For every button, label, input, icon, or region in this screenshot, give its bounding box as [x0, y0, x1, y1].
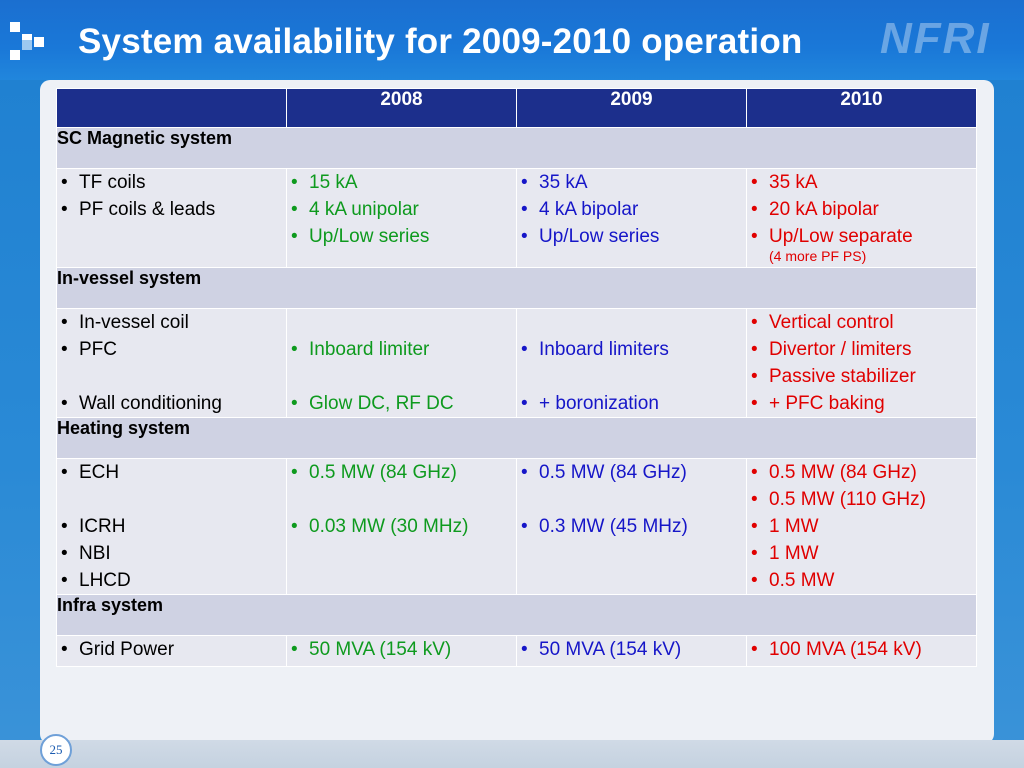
cell-2008: 15 kA 4 kA unipolar Up/Low series	[286, 168, 517, 268]
system-items-cell: In-vessel coil PFC Wall conditioning	[56, 308, 287, 418]
cell-2009: Inboard limiters + boronization	[516, 308, 747, 418]
bottom-decoration	[0, 740, 1024, 768]
list-item: 0.5 MW (84 GHz)	[287, 459, 516, 486]
header-cell-2010: 2010	[746, 88, 977, 128]
list-item: LHCD	[57, 567, 286, 594]
list-item: NBI	[57, 540, 286, 567]
list-item: 35 kA	[747, 169, 976, 196]
list-spacer	[517, 309, 746, 336]
page-title: System availability for 2009-2010 operat…	[78, 22, 803, 61]
list-item: Up/Low series	[287, 223, 516, 250]
list-item: 35 kA	[517, 169, 746, 196]
cell-2008: Inboard limiter Glow DC, RF DC	[286, 308, 517, 418]
list-item: 0.5 MW	[747, 567, 976, 594]
table-row: ECH ICRH NBI LHCD 0.5 MW (84 GHz) 0.03 M…	[56, 458, 977, 595]
list-item: 20 kA bipolar	[747, 196, 976, 223]
list-item: ICRH	[57, 513, 286, 540]
system-items-cell: TF coils PF coils & leads	[56, 168, 287, 268]
list-item: Vertical control	[747, 309, 976, 336]
system-items-cell: Grid Power	[56, 635, 287, 667]
list-item: 15 kA	[287, 169, 516, 196]
cell-2010: 100 MVA (154 kV)	[746, 635, 977, 667]
list-item: 0.03 MW (30 MHz)	[287, 513, 516, 540]
list-item: Wall conditioning	[57, 390, 286, 417]
cell-2008: 50 MVA (154 kV)	[286, 635, 517, 667]
list-item: PF coils & leads	[57, 196, 286, 223]
list-item: 0.5 MW (84 GHz)	[517, 459, 746, 486]
cell-2010: Vertical control Divertor / limiters Pas…	[746, 308, 977, 418]
list-item: TF coils	[57, 169, 286, 196]
list-item: Passive stabilizer	[747, 363, 976, 390]
list-item: Up/Low series	[517, 223, 746, 250]
list-item: 50 MVA (154 kV)	[517, 636, 746, 663]
section-title: SC Magnetic system	[56, 127, 977, 169]
list-item: Grid Power	[57, 636, 286, 663]
list-item: PFC	[57, 336, 286, 363]
list-spacer	[287, 309, 516, 336]
section-title: Heating system	[56, 417, 977, 459]
cell-2009: 50 MVA (154 kV)	[516, 635, 747, 667]
page-number-badge: 25	[40, 734, 72, 766]
list-spacer	[517, 363, 746, 390]
list-item: 100 MVA (154 kV)	[747, 636, 976, 663]
list-spacer	[287, 486, 516, 513]
list-item: 4 kA bipolar	[517, 196, 746, 223]
list-item: In-vessel coil	[57, 309, 286, 336]
list-item: Glow DC, RF DC	[287, 390, 516, 417]
list-spacer	[287, 363, 516, 390]
table-header-row: 2008 2009 2010	[56, 88, 977, 128]
header-cell-2009: 2009	[516, 88, 747, 128]
section-row: SC Magnetic system	[56, 127, 977, 169]
list-item: 0.3 MW (45 MHz)	[517, 513, 746, 540]
section-row: Infra system	[56, 594, 977, 636]
system-items-cell: ECH ICRH NBI LHCD	[56, 458, 287, 595]
cell-2008: 0.5 MW (84 GHz) 0.03 MW (30 MHz)	[286, 458, 517, 595]
table-row: TF coils PF coils & leads 15 kA 4 kA uni…	[56, 168, 977, 268]
section-title: Infra system	[56, 594, 977, 636]
list-item: Inboard limiters	[517, 336, 746, 363]
list-item: ECH	[57, 459, 286, 486]
header-cell-2008: 2008	[286, 88, 517, 128]
list-item: 50 MVA (154 kV)	[287, 636, 516, 663]
list-item: Divertor / limiters	[747, 336, 976, 363]
brand-logo: NFRI	[880, 14, 991, 63]
cell-2009: 35 kA 4 kA bipolar Up/Low series	[516, 168, 747, 268]
list-item: 4 kA unipolar	[287, 196, 516, 223]
list-spacer	[57, 486, 286, 513]
list-item: Up/Low separate	[747, 223, 976, 250]
availability-table: 2008 2009 2010 SC Magnetic system TF coi…	[56, 88, 977, 667]
list-spacer	[517, 486, 746, 513]
list-item: 1 MW	[747, 513, 976, 540]
logo-mark-icon	[10, 22, 44, 60]
table-row: Grid Power 50 MVA (154 kV) 50 MVA (154 k…	[56, 635, 977, 667]
list-spacer	[57, 363, 286, 390]
header-cell-empty	[56, 88, 287, 128]
list-item: + boronization	[517, 390, 746, 417]
section-row: Heating system	[56, 417, 977, 459]
list-item: + PFC baking	[747, 390, 976, 417]
cell-2009: 0.5 MW (84 GHz) 0.3 MW (45 MHz)	[516, 458, 747, 595]
header-band	[0, 0, 1024, 80]
list-item: 0.5 MW (110 GHz)	[747, 486, 976, 513]
list-item: 0.5 MW (84 GHz)	[747, 459, 976, 486]
section-title: In-vessel system	[56, 267, 977, 309]
cell-2010: 0.5 MW (84 GHz) 0.5 MW (110 GHz) 1 MW 1 …	[746, 458, 977, 595]
list-item: Inboard limiter	[287, 336, 516, 363]
list-item-note: (4 more PF PS)	[769, 248, 867, 264]
section-row: In-vessel system	[56, 267, 977, 309]
list-item: 1 MW	[747, 540, 976, 567]
cell-2010: 35 kA 20 kA bipolar Up/Low separate (4 m…	[746, 168, 977, 268]
table-row: In-vessel coil PFC Wall conditioning Inb…	[56, 308, 977, 418]
